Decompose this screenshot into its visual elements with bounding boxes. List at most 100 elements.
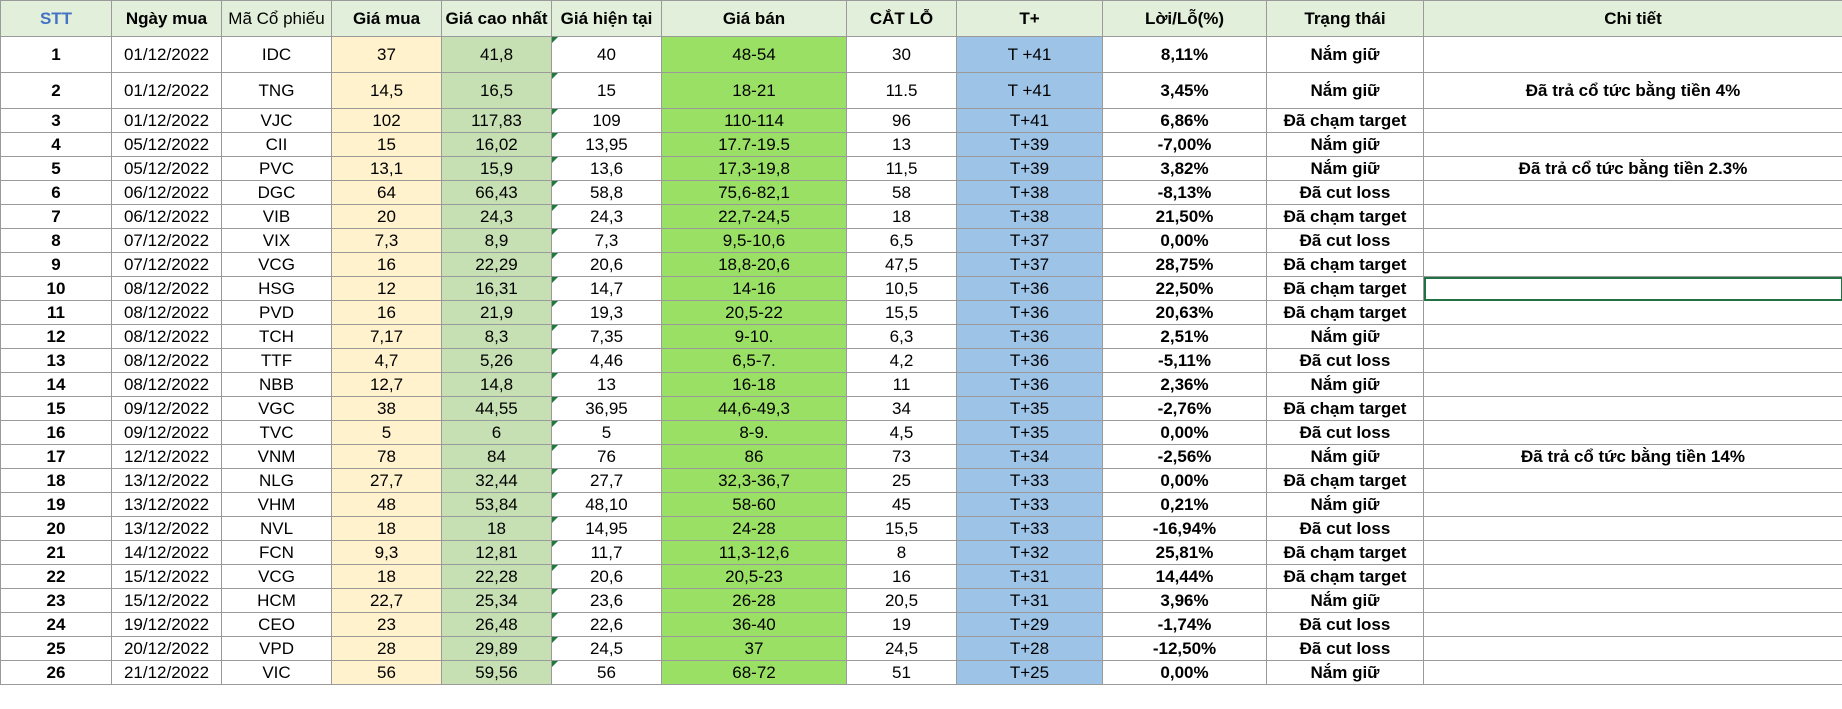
- cell-t-plus[interactable]: T+36: [956, 372, 1103, 397]
- cell-buy-price[interactable]: 23: [331, 612, 442, 637]
- cell-highest-price[interactable]: 15,9: [441, 156, 552, 181]
- cell-stock-code[interactable]: TCH: [221, 324, 332, 349]
- cell-highest-price[interactable]: 41,8: [441, 36, 552, 73]
- cell-t-plus[interactable]: T+33: [956, 516, 1103, 541]
- cell-profit-loss[interactable]: -16,94%: [1102, 516, 1267, 541]
- cell-t-plus[interactable]: T+34: [956, 444, 1103, 469]
- cell-current-price[interactable]: 58,8: [551, 180, 662, 205]
- cell-status[interactable]: Đã chạm target: [1266, 276, 1424, 301]
- cell-profit-loss[interactable]: -7,00%: [1102, 132, 1267, 157]
- cell-buy-date[interactable]: 13/12/2022: [111, 492, 222, 517]
- cell-sell-price[interactable]: 110-114: [661, 108, 847, 133]
- cell-buy-date[interactable]: 20/12/2022: [111, 636, 222, 661]
- cell-buy-price[interactable]: 16: [331, 300, 442, 325]
- cell-stt[interactable]: 18: [0, 468, 112, 493]
- cell-current-price[interactable]: 48,10: [551, 492, 662, 517]
- cell-sell-price[interactable]: 9,5-10,6: [661, 228, 847, 253]
- cell-t-plus[interactable]: T+39: [956, 156, 1103, 181]
- cell-profit-loss[interactable]: 8,11%: [1102, 36, 1267, 73]
- cell-stock-code[interactable]: VPD: [221, 636, 332, 661]
- cell-profit-loss[interactable]: -2,56%: [1102, 444, 1267, 469]
- cell-stock-code[interactable]: HCM: [221, 588, 332, 613]
- cell-buy-date[interactable]: 07/12/2022: [111, 252, 222, 277]
- cell-current-price[interactable]: 27,7: [551, 468, 662, 493]
- cell-current-price[interactable]: 4,46: [551, 348, 662, 373]
- cell-detail[interactable]: [1423, 276, 1842, 301]
- cell-current-price[interactable]: 20,6: [551, 252, 662, 277]
- cell-sell-price[interactable]: 24-28: [661, 516, 847, 541]
- cell-current-price[interactable]: 76: [551, 444, 662, 469]
- cell-stock-code[interactable]: PVC: [221, 156, 332, 181]
- cell-sell-price[interactable]: 9-10.: [661, 324, 847, 349]
- cell-buy-date[interactable]: 01/12/2022: [111, 108, 222, 133]
- cell-status[interactable]: Nắm giữ: [1266, 660, 1424, 685]
- cell-t-plus[interactable]: T+28: [956, 636, 1103, 661]
- cell-buy-date[interactable]: 07/12/2022: [111, 228, 222, 253]
- cell-profit-loss[interactable]: 2,36%: [1102, 372, 1267, 397]
- cell-buy-date[interactable]: 08/12/2022: [111, 372, 222, 397]
- cell-current-price[interactable]: 15: [551, 72, 662, 109]
- cell-profit-loss[interactable]: 0,00%: [1102, 660, 1267, 685]
- cell-buy-price[interactable]: 27,7: [331, 468, 442, 493]
- cell-stock-code[interactable]: NBB: [221, 372, 332, 397]
- cell-status[interactable]: Nắm giữ: [1266, 492, 1424, 517]
- cell-sell-price[interactable]: 86: [661, 444, 847, 469]
- cell-profit-loss[interactable]: -5,11%: [1102, 348, 1267, 373]
- cell-stock-code[interactable]: FCN: [221, 540, 332, 565]
- cell-stop-loss[interactable]: 15,5: [846, 300, 957, 325]
- header-buy-date[interactable]: Ngày mua: [111, 0, 222, 37]
- cell-profit-loss[interactable]: 0,00%: [1102, 228, 1267, 253]
- cell-stt[interactable]: 9: [0, 252, 112, 277]
- cell-buy-date[interactable]: 05/12/2022: [111, 132, 222, 157]
- cell-highest-price[interactable]: 53,84: [441, 492, 552, 517]
- cell-stock-code[interactable]: VIC: [221, 660, 332, 685]
- cell-stock-code[interactable]: TVC: [221, 420, 332, 445]
- cell-profit-loss[interactable]: 0,21%: [1102, 492, 1267, 517]
- cell-status[interactable]: Nắm giữ: [1266, 36, 1424, 73]
- cell-buy-date[interactable]: 08/12/2022: [111, 300, 222, 325]
- cell-t-plus[interactable]: T+38: [956, 180, 1103, 205]
- cell-sell-price[interactable]: 68-72: [661, 660, 847, 685]
- cell-buy-date[interactable]: 21/12/2022: [111, 660, 222, 685]
- cell-buy-price[interactable]: 9,3: [331, 540, 442, 565]
- cell-status[interactable]: Đã chạm target: [1266, 204, 1424, 229]
- cell-detail[interactable]: Đã trả cổ tức bằng tiền 14%: [1423, 444, 1842, 469]
- cell-buy-price[interactable]: 7,17: [331, 324, 442, 349]
- cell-current-price[interactable]: 24,3: [551, 204, 662, 229]
- cell-profit-loss[interactable]: 25,81%: [1102, 540, 1267, 565]
- cell-status[interactable]: Đã chạm target: [1266, 540, 1424, 565]
- cell-status[interactable]: Đã cut loss: [1266, 612, 1424, 637]
- cell-profit-loss[interactable]: 3,96%: [1102, 588, 1267, 613]
- cell-detail[interactable]: [1423, 300, 1842, 325]
- cell-stop-loss[interactable]: 58: [846, 180, 957, 205]
- cell-highest-price[interactable]: 32,44: [441, 468, 552, 493]
- cell-buy-date[interactable]: 01/12/2022: [111, 72, 222, 109]
- cell-status[interactable]: Đã chạm target: [1266, 468, 1424, 493]
- cell-detail[interactable]: [1423, 396, 1842, 421]
- cell-t-plus[interactable]: T +41: [956, 36, 1103, 73]
- cell-stop-loss[interactable]: 6,3: [846, 324, 957, 349]
- cell-detail[interactable]: [1423, 132, 1842, 157]
- cell-buy-price[interactable]: 4,7: [331, 348, 442, 373]
- cell-detail[interactable]: [1423, 540, 1842, 565]
- header-stop-loss[interactable]: CẮT LỖ: [846, 0, 957, 37]
- cell-stock-code[interactable]: VCG: [221, 252, 332, 277]
- cell-detail[interactable]: [1423, 372, 1842, 397]
- cell-highest-price[interactable]: 26,48: [441, 612, 552, 637]
- cell-highest-price[interactable]: 66,43: [441, 180, 552, 205]
- cell-buy-price[interactable]: 18: [331, 516, 442, 541]
- cell-stop-loss[interactable]: 25: [846, 468, 957, 493]
- cell-buy-date[interactable]: 09/12/2022: [111, 420, 222, 445]
- cell-buy-date[interactable]: 15/12/2022: [111, 564, 222, 589]
- cell-status[interactable]: Nắm giữ: [1266, 72, 1424, 109]
- cell-stock-code[interactable]: NVL: [221, 516, 332, 541]
- cell-t-plus[interactable]: T+29: [956, 612, 1103, 637]
- cell-stt[interactable]: 12: [0, 324, 112, 349]
- cell-sell-price[interactable]: 37: [661, 636, 847, 661]
- cell-stop-loss[interactable]: 45: [846, 492, 957, 517]
- cell-detail[interactable]: [1423, 252, 1842, 277]
- cell-sell-price[interactable]: 20,5-23: [661, 564, 847, 589]
- cell-stock-code[interactable]: TNG: [221, 72, 332, 109]
- cell-buy-price[interactable]: 18: [331, 564, 442, 589]
- cell-highest-price[interactable]: 5,26: [441, 348, 552, 373]
